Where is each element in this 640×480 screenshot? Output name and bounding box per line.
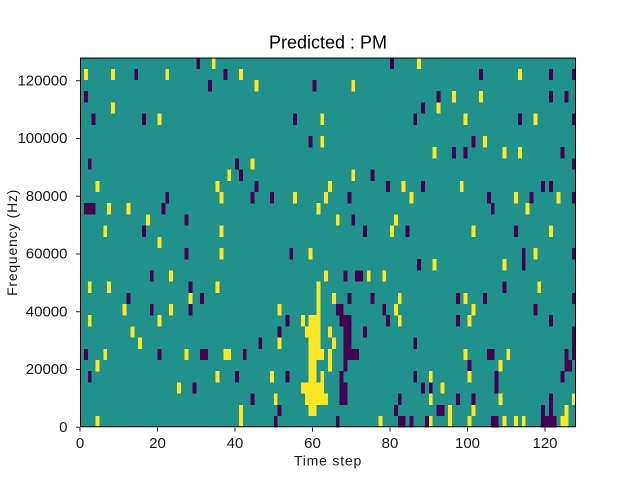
- svg-text:40000: 40000: [26, 303, 68, 320]
- svg-text:60000: 60000: [26, 246, 68, 263]
- svg-text:0: 0: [59, 419, 67, 436]
- svg-text:60: 60: [304, 435, 321, 452]
- svg-text:Predicted : PM: Predicted : PM: [269, 32, 387, 52]
- svg-text:80000: 80000: [26, 188, 68, 205]
- svg-text:120000: 120000: [17, 72, 67, 89]
- svg-text:120: 120: [532, 435, 557, 452]
- svg-text:40: 40: [227, 435, 244, 452]
- svg-text:100: 100: [455, 435, 480, 452]
- svg-text:20: 20: [149, 435, 166, 452]
- svg-text:0: 0: [76, 435, 84, 452]
- svg-text:80: 80: [382, 435, 399, 452]
- svg-text:Time step: Time step: [294, 453, 362, 469]
- svg-text:20000: 20000: [26, 361, 68, 378]
- svg-text:100000: 100000: [17, 130, 67, 147]
- svg-text:Frequency (Hz): Frequency (Hz): [4, 189, 20, 296]
